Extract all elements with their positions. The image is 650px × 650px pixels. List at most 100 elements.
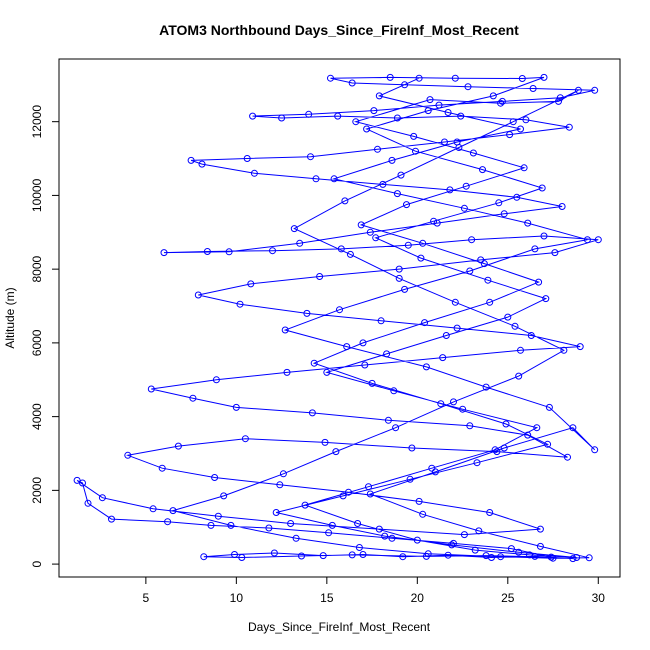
data-point xyxy=(379,180,387,188)
data-point xyxy=(346,250,354,258)
data-point xyxy=(395,274,403,282)
data-point xyxy=(401,285,409,293)
data-point xyxy=(504,313,512,321)
data-point xyxy=(533,424,541,432)
data-point xyxy=(383,350,391,358)
data-point xyxy=(366,228,374,236)
data-point xyxy=(312,175,320,183)
data-point xyxy=(386,73,394,81)
data-point xyxy=(540,232,548,240)
data-point xyxy=(419,239,427,247)
data-point xyxy=(495,199,503,207)
data-point xyxy=(473,459,481,467)
data-point xyxy=(441,138,448,146)
data-point xyxy=(187,156,195,164)
data-point xyxy=(278,114,286,122)
chart-title: ATOM3 Northbound Days_Since_FireInf_Most… xyxy=(159,22,519,38)
x-axis-label: Days_Since_FireInf_Most_Recent xyxy=(248,620,431,634)
data-point xyxy=(98,494,106,502)
data-point xyxy=(549,554,557,562)
series-line xyxy=(76,76,599,560)
data-point xyxy=(450,539,457,547)
data-point xyxy=(535,278,543,286)
data-point xyxy=(415,74,423,82)
data-point xyxy=(569,424,577,432)
data-point xyxy=(337,245,345,253)
data-point xyxy=(231,551,238,558)
data-point xyxy=(547,553,555,561)
data-point xyxy=(515,548,523,556)
data-point xyxy=(296,239,304,247)
data-point xyxy=(269,247,276,255)
data-point xyxy=(453,324,461,332)
data-point xyxy=(393,114,401,122)
y-axis: 0 2000 4000 6000 8000 10000 12000 xyxy=(30,105,59,567)
data-point xyxy=(212,376,220,384)
data-point xyxy=(484,276,492,284)
data-point xyxy=(388,156,396,164)
data-point xyxy=(585,554,593,562)
x-tick-label: 30 xyxy=(592,591,606,605)
data-point xyxy=(348,79,356,87)
data-point xyxy=(406,475,414,483)
data-point xyxy=(374,145,381,153)
data-point xyxy=(542,295,550,303)
data-point xyxy=(430,217,438,225)
data-point xyxy=(147,385,155,393)
data-point xyxy=(232,403,240,411)
data-point xyxy=(365,483,372,491)
data-point xyxy=(332,448,340,456)
data-point xyxy=(536,542,544,550)
data-point xyxy=(361,361,369,369)
data-point xyxy=(287,520,295,527)
data-point xyxy=(403,201,410,209)
data-point xyxy=(321,438,329,446)
data-point xyxy=(108,515,115,523)
data-point xyxy=(591,446,599,454)
data-point xyxy=(518,75,526,82)
data-point xyxy=(276,481,284,489)
data-point xyxy=(279,470,287,478)
data-point xyxy=(509,118,517,126)
data-point xyxy=(169,507,177,515)
data-point xyxy=(569,555,577,563)
data-point xyxy=(160,249,168,257)
data-point xyxy=(357,221,365,229)
data-point xyxy=(399,553,407,561)
data-point xyxy=(466,267,474,275)
x-tick-label: 10 xyxy=(230,591,244,605)
data-point xyxy=(272,509,280,516)
y-axis-label: Altitude (m) xyxy=(3,287,17,348)
data-point xyxy=(564,453,571,461)
data-point xyxy=(451,298,459,306)
data-point xyxy=(522,116,530,124)
data-point xyxy=(491,446,499,454)
data-point xyxy=(444,551,452,559)
data-point xyxy=(424,107,432,115)
data-point xyxy=(211,474,219,481)
data-point xyxy=(298,552,305,560)
data-point xyxy=(348,551,356,559)
data-point xyxy=(410,132,418,140)
data-point xyxy=(544,440,552,448)
data-point xyxy=(506,131,514,139)
data-point xyxy=(513,193,521,201)
data-point xyxy=(497,553,505,561)
x-tick-label: 20 xyxy=(411,591,425,605)
data-point xyxy=(225,248,233,256)
data-point xyxy=(341,197,349,205)
data-point xyxy=(520,164,528,172)
data-point xyxy=(384,416,392,424)
data-point xyxy=(460,204,468,212)
data-point xyxy=(453,138,461,146)
data-point xyxy=(220,492,228,500)
data-point xyxy=(174,442,182,450)
data-point xyxy=(327,74,334,82)
data-point xyxy=(265,524,273,532)
data-point xyxy=(250,169,258,177)
data-point xyxy=(281,326,289,334)
x-axis: 5 10 15 20 25 30 xyxy=(143,577,606,605)
data-point xyxy=(480,260,488,268)
data-point xyxy=(462,182,470,190)
y-tick-label: 0 xyxy=(30,560,44,567)
